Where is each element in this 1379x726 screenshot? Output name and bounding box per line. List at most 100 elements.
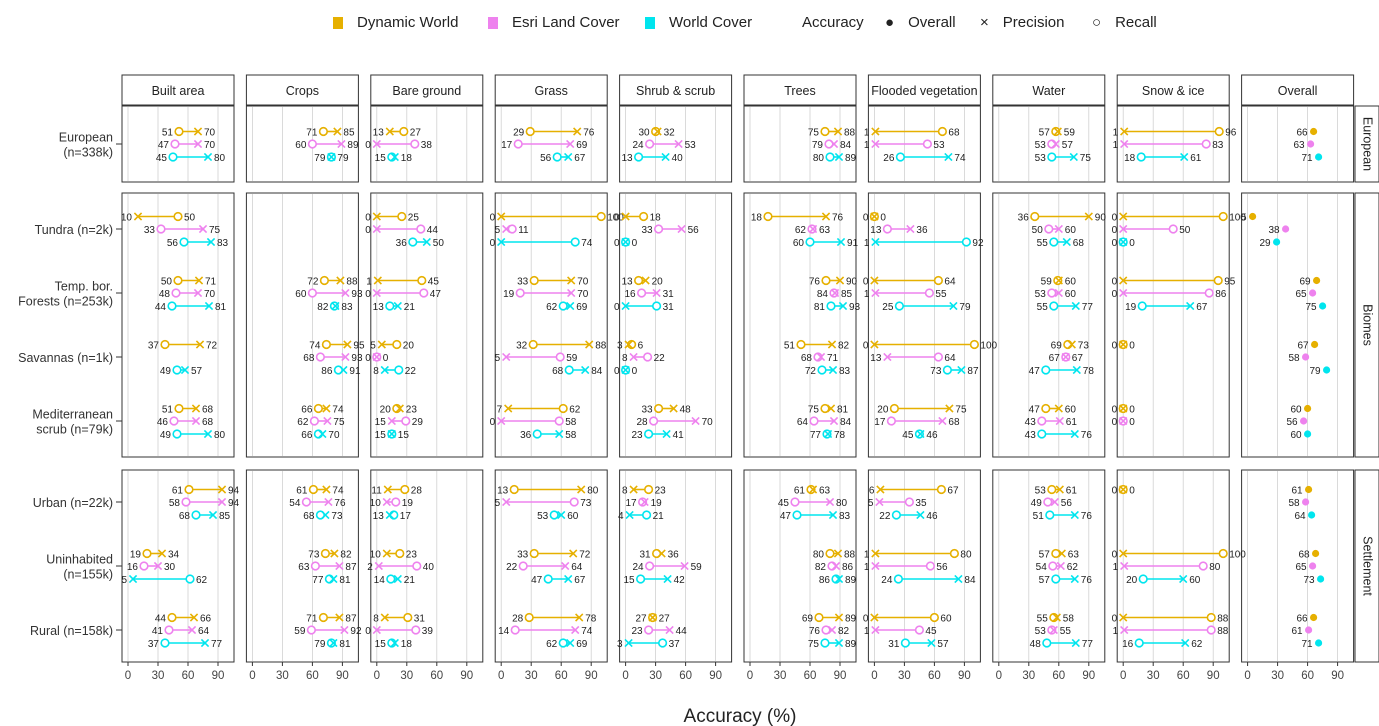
recall-point — [894, 301, 905, 311]
precision-mark — [944, 152, 953, 162]
data-label: 79 — [812, 140, 824, 151]
data-label: 83 — [839, 366, 851, 377]
precision-point — [1180, 152, 1189, 162]
precision-point — [629, 485, 638, 494]
precision-mark — [808, 485, 818, 494]
data-label: 80 — [1209, 562, 1221, 573]
data-label: 50 — [433, 238, 445, 249]
data-label: 56 — [167, 238, 179, 249]
precision-point — [502, 224, 511, 234]
recall-point — [307, 139, 318, 149]
precision-point — [1057, 549, 1066, 558]
precision-point — [621, 301, 630, 311]
data-label: 42 — [674, 575, 686, 586]
precision-point — [566, 301, 575, 311]
precision-point — [652, 288, 661, 298]
data-label: 0 — [365, 225, 371, 236]
x-tick-label: 30 — [276, 670, 289, 682]
data-label: 1 — [1113, 128, 1119, 139]
data-label: 27 — [659, 614, 671, 625]
legend-label-world-cover: World Cover — [669, 14, 753, 31]
x-tick-label: 90 — [336, 670, 349, 682]
panel — [619, 192, 733, 458]
precision-mark — [1119, 549, 1128, 558]
data-label: 75 — [209, 225, 221, 236]
data-label: 5 — [121, 575, 127, 586]
overall-point — [1311, 340, 1319, 349]
data-label: 0 — [1112, 486, 1118, 497]
precision-mark — [827, 625, 837, 635]
precision-point — [624, 638, 633, 648]
recall-point — [893, 574, 904, 584]
recall-point — [895, 152, 906, 162]
precision-mark — [662, 429, 671, 439]
precision-point — [335, 561, 344, 571]
x-tick-label: 60 — [306, 670, 319, 682]
precision-point — [329, 638, 338, 648]
precision-point — [1056, 561, 1065, 571]
recall-point — [817, 365, 827, 375]
precision-mark — [621, 237, 630, 247]
precision-mark — [329, 638, 338, 648]
precision-mark — [329, 574, 338, 584]
facet-strip-3 — [494, 74, 608, 106]
data-label: 75 — [808, 128, 820, 139]
recall-point — [1204, 288, 1214, 298]
recall-point — [922, 139, 933, 149]
recall-point — [419, 288, 429, 298]
facet-strip-label: Snow & ice — [1142, 84, 1205, 98]
data-label: 2 — [367, 562, 373, 573]
data-label: 88 — [844, 128, 856, 139]
precision-mark — [883, 352, 892, 362]
precision-point — [329, 574, 338, 584]
data-label: 0 — [365, 626, 371, 637]
recall-point — [925, 561, 936, 571]
facet-strip-label: Grass — [535, 84, 568, 98]
data-label: 81 — [215, 302, 227, 313]
precision-point — [1071, 638, 1080, 648]
precision-mark — [557, 510, 566, 520]
data-label: 61 — [794, 486, 806, 497]
x-tick-label: 0 — [374, 670, 380, 682]
data-label: 47 — [1029, 405, 1041, 416]
data-label: 60 — [1290, 430, 1302, 441]
data-label: 0 — [490, 213, 496, 224]
precision-mark — [825, 497, 835, 507]
data-label: 24 — [632, 140, 644, 151]
precision-point — [1055, 416, 1064, 426]
precision-mark — [871, 288, 880, 298]
data-label: 74 — [332, 486, 344, 497]
recall-point — [160, 638, 170, 648]
data-label: 50 — [161, 277, 173, 288]
data-label: 91 — [349, 366, 361, 377]
overall-point — [1312, 549, 1320, 558]
legend-swatch-esri-land-cover — [488, 17, 498, 30]
x-tick-label: 90 — [1331, 670, 1344, 682]
precision-point — [380, 613, 389, 622]
precision-point — [497, 416, 506, 426]
data-label: 15 — [375, 639, 387, 650]
precision-point — [945, 404, 954, 413]
precision-mark — [333, 127, 342, 136]
precision-point — [691, 416, 700, 426]
precision-mark — [377, 340, 386, 349]
precision-point — [833, 127, 843, 136]
data-label: 75 — [333, 417, 345, 428]
precision-mark — [335, 561, 344, 571]
precision-mark — [629, 352, 638, 362]
data-label: 53 — [1035, 153, 1047, 164]
group-strip-label: Biomes — [1361, 304, 1375, 346]
recall-point — [543, 574, 553, 584]
data-label: 0 — [1112, 238, 1118, 249]
x-tick-label: 0 — [871, 670, 877, 682]
data-label: 18 — [401, 639, 413, 650]
recall-point — [1047, 139, 1057, 149]
precision-point — [1181, 638, 1190, 648]
data-label: 83 — [1212, 140, 1224, 151]
data-label: 29 — [513, 128, 525, 139]
overall-point — [1310, 127, 1318, 136]
row-label: Forests (n=253k) — [18, 295, 113, 309]
data-label: 21 — [404, 575, 416, 586]
recall-point — [1206, 612, 1216, 623]
precision-mark — [838, 301, 848, 311]
